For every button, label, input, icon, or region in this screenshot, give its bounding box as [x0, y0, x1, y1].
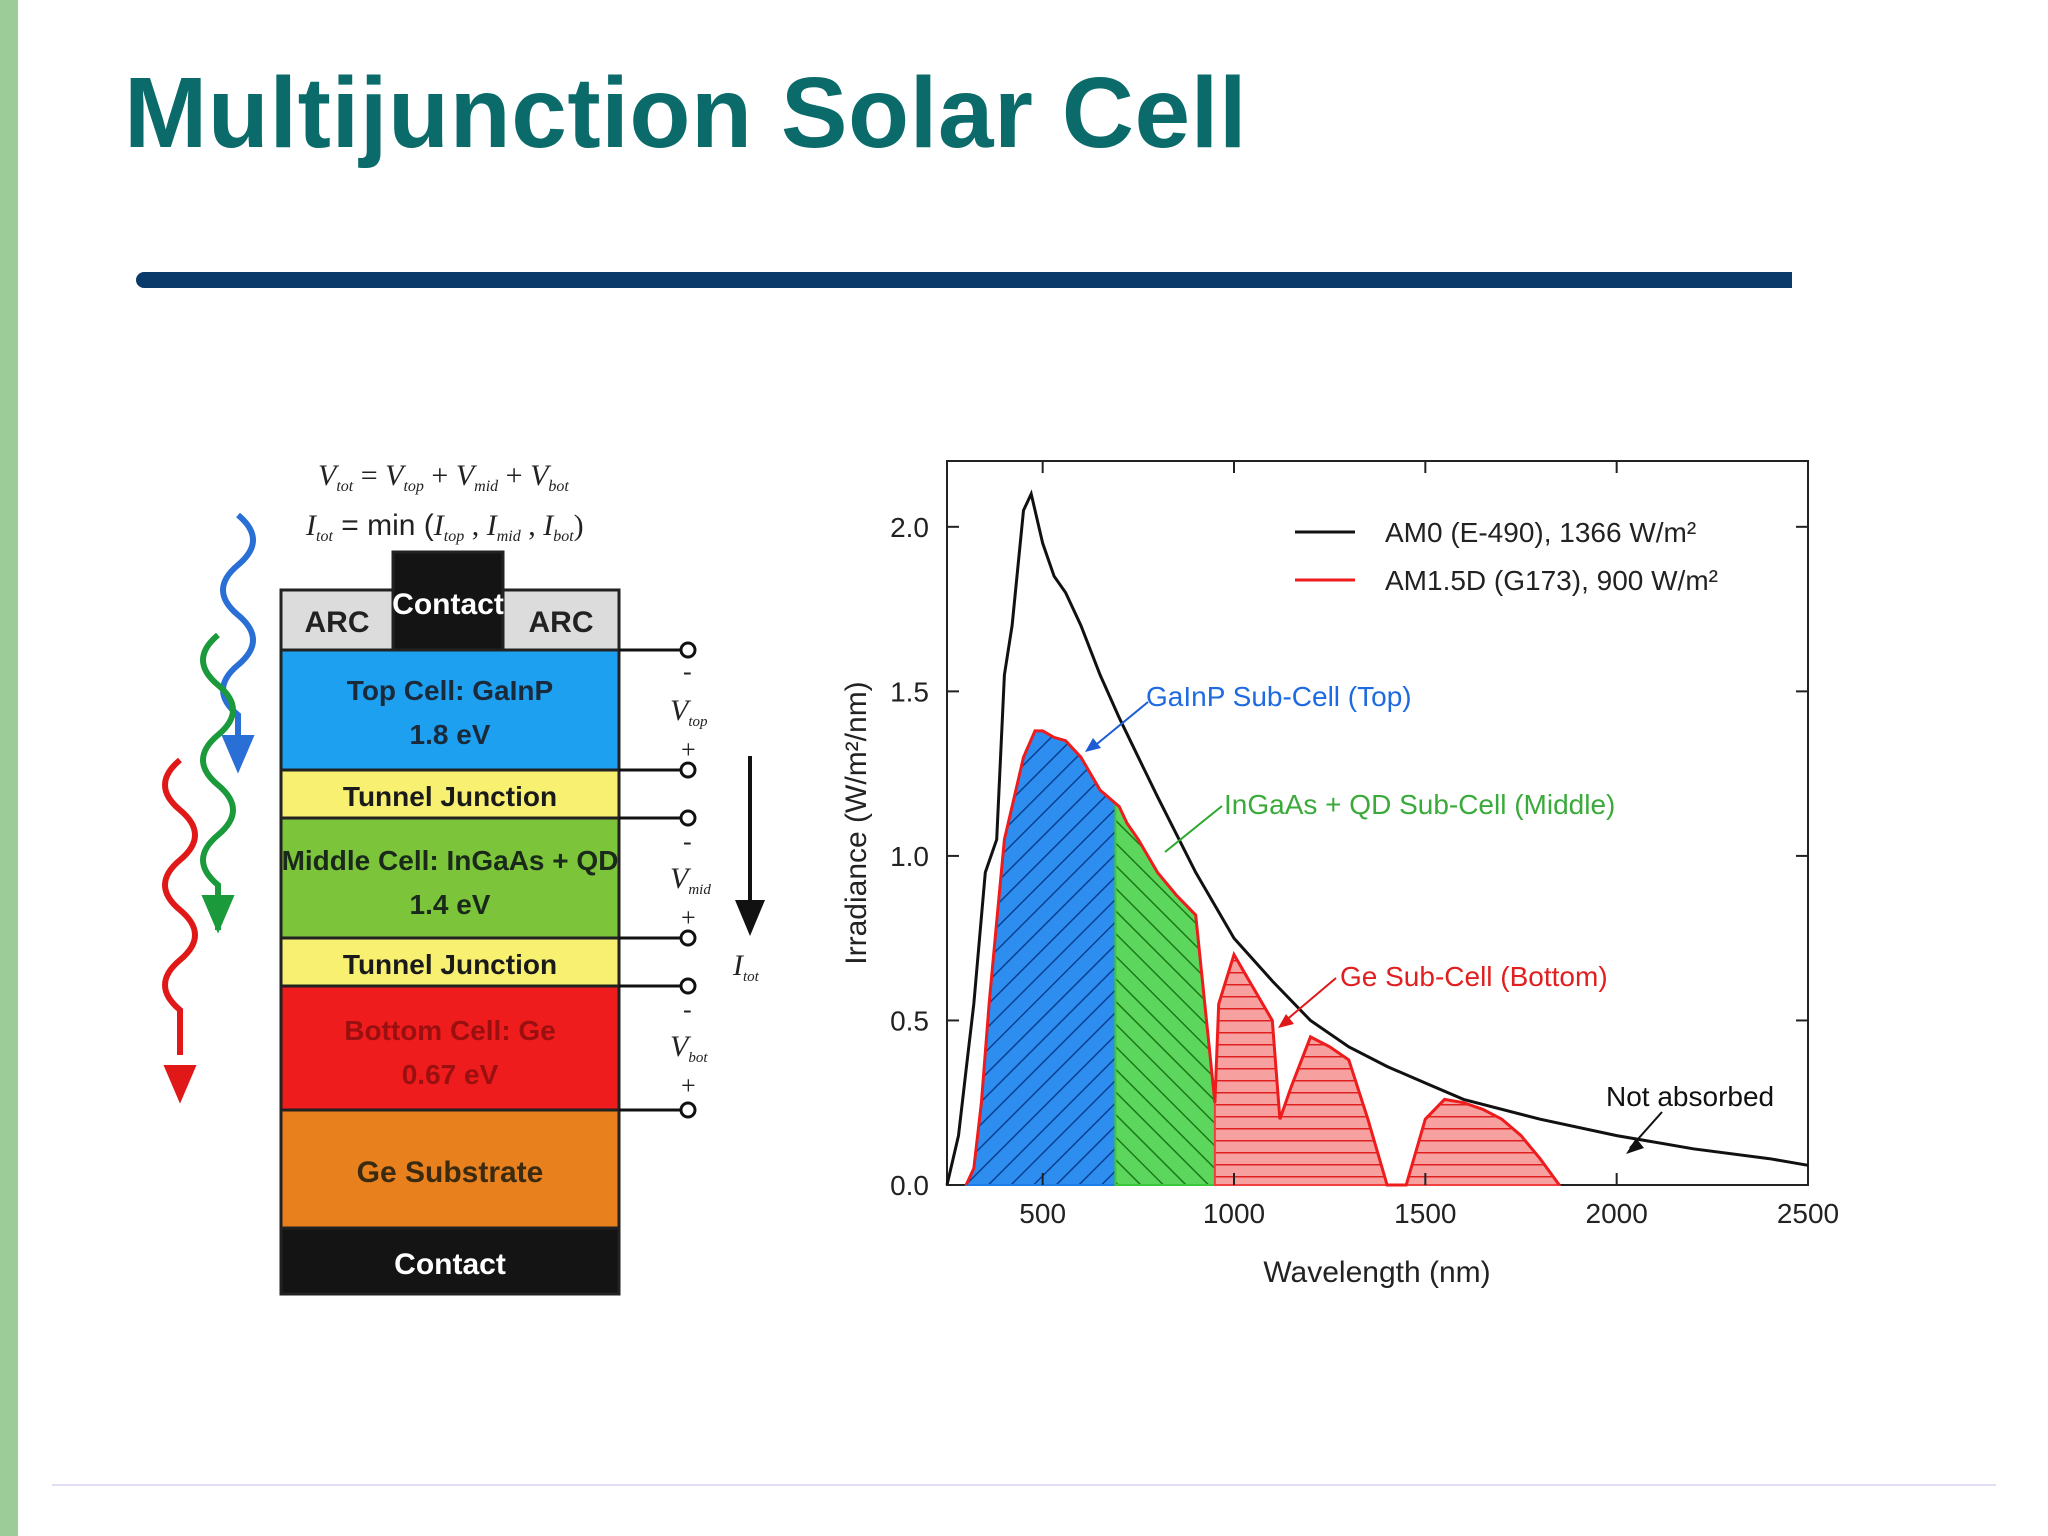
footer-divider — [52, 1484, 1996, 1486]
x-axis-label: Wavelength (nm) — [1263, 1256, 1490, 1289]
voltage-equation: Vtot = Vtop + Vmid + Vbot — [318, 459, 569, 495]
band-top — [964, 729, 1117, 1186]
y-tick-label: 2.0 — [890, 512, 929, 543]
v-bot-minus: - — [683, 995, 692, 1024]
y-tick-label: 1.5 — [890, 676, 929, 707]
legend: AM0 (E-490), 1366 W/m² AM1.5D (G173), 90… — [1295, 517, 1718, 596]
top-cell-bandgap: 1.8 eV — [410, 719, 491, 750]
bottom-contact — [279, 1226, 621, 1296]
y-tick-label: 0.0 — [890, 1170, 929, 1201]
tunnel-junction-2 — [279, 936, 621, 988]
x-tick-label: 2000 — [1586, 1198, 1648, 1229]
arc-right-label: ARC — [529, 606, 594, 639]
tunnel-junction-1-label: Tunnel Junction — [343, 781, 557, 812]
x-tick-label: 1500 — [1394, 1198, 1456, 1229]
bottom-contact-label: Contact — [394, 1248, 506, 1281]
current-arrow — [735, 756, 765, 936]
series-line-am0 — [945, 489, 1809, 1186]
x-tick-label: 500 — [1019, 1198, 1066, 1229]
x-tick-label: 2500 — [1777, 1198, 1839, 1229]
y-tick-label: 0.5 — [890, 1005, 929, 1036]
band-middle — [1114, 801, 1216, 1186]
v-mid-minus: - — [683, 827, 692, 856]
middle-cell-layer — [279, 816, 621, 940]
v-top-plus: + — [681, 735, 696, 764]
light-wave-green — [200, 632, 236, 934]
bottom-cell-layer — [279, 984, 621, 1112]
arc-layer-right — [501, 588, 621, 652]
title-divider — [136, 272, 1792, 288]
top-cell-layer — [279, 648, 621, 772]
substrate-label: Ge Substrate — [357, 1156, 544, 1189]
middle-cell-bandgap: 1.4 eV — [410, 889, 491, 920]
legend-entry-am15d: AM1.5D (G173), 900 W/m² — [1385, 565, 1718, 596]
y-axis-label: Irradiance (W/m²/nm) — [840, 681, 873, 964]
annotation-bottom: Ge Sub-Cell (Bottom) — [1278, 961, 1608, 1028]
arc-left-label: ARC — [305, 606, 370, 639]
annotation-bottom-label: Ge Sub-Cell (Bottom) — [1340, 961, 1608, 992]
light-wave-blue — [220, 512, 256, 774]
annotation-top: GaInP Sub-Cell (Top) — [1085, 681, 1412, 752]
v-mid-label: Vmid — [670, 862, 711, 898]
top-contact — [391, 550, 505, 652]
i-tot-label: Itot — [732, 949, 760, 985]
slide-accent-bar — [0, 0, 18, 1536]
annotation-middle: InGaAs + QD Sub-Cell (Middle) — [1164, 789, 1615, 853]
annotation-not-absorbed: Not absorbed — [1606, 1081, 1774, 1154]
middle-cell-label: Middle Cell: InGaAs + QD — [282, 845, 619, 876]
v-bot-label: Vbot — [670, 1030, 708, 1066]
x-tick-label: 1000 — [1203, 1198, 1265, 1229]
v-top-minus: - — [683, 657, 692, 686]
v-top-label: Vtop — [670, 694, 708, 730]
arc-layer-left — [279, 588, 395, 652]
y-tick-label: 1.0 — [890, 841, 929, 872]
layer-stack — [279, 550, 621, 1296]
top-cell-label: Top Cell: GaInP — [347, 675, 553, 706]
slide-title: Multijunction Solar Cell — [124, 57, 1248, 169]
bottom-cell-bandgap: 0.67 eV — [402, 1059, 499, 1090]
v-bot-plus: + — [681, 1071, 696, 1100]
substrate-layer — [279, 1108, 621, 1230]
legend-entry-am0: AM0 (E-490), 1366 W/m² — [1385, 517, 1696, 548]
tunnel-junction-1 — [279, 768, 621, 820]
terminals — [619, 641, 697, 1119]
light-wave-red — [162, 757, 198, 1104]
bottom-cell-label: Bottom Cell: Ge — [344, 1015, 556, 1046]
annotation-middle-label: InGaAs + QD Sub-Cell (Middle) — [1224, 789, 1615, 820]
series-line-am15d — [964, 729, 1561, 1187]
v-mid-plus: + — [681, 903, 696, 932]
annotation-top-label: GaInP Sub-Cell (Top) — [1146, 681, 1412, 712]
current-equation: Itot = min (Itop , Imid , Ibot) — [305, 509, 584, 545]
tunnel-junction-2-label: Tunnel Junction — [343, 949, 557, 980]
annotation-not-absorbed-label: Not absorbed — [1606, 1081, 1774, 1112]
top-contact-label: Contact — [392, 588, 504, 621]
